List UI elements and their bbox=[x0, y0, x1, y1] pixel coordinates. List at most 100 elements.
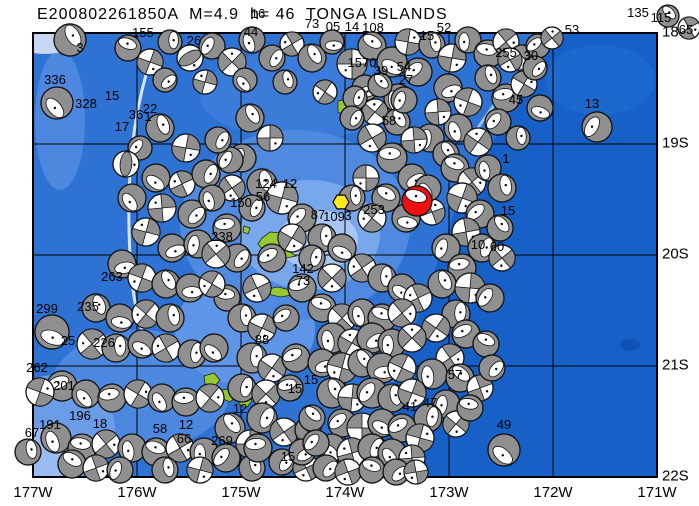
beachball bbox=[40, 86, 74, 120]
beachball-label: 41 bbox=[403, 399, 417, 414]
beachball-label: 49 bbox=[497, 417, 511, 432]
beachball-label: 15 bbox=[281, 449, 295, 464]
beachball-label: 60 bbox=[490, 239, 504, 254]
beachball-label: 26 bbox=[187, 33, 201, 48]
lon-tick-label: 172W bbox=[533, 484, 573, 501]
lon-tick-label: 175W bbox=[221, 484, 261, 501]
beachball bbox=[258, 44, 286, 72]
lon-tick-label: 174W bbox=[325, 484, 365, 501]
beachball bbox=[247, 313, 277, 343]
beachball-label: 150 bbox=[230, 195, 252, 210]
beachball-label: 25 bbox=[61, 333, 75, 348]
beachball-label: 12 bbox=[179, 417, 193, 432]
beachball bbox=[478, 354, 506, 382]
beachball bbox=[526, 94, 554, 122]
beachball-label: 57 bbox=[448, 367, 462, 382]
beachball bbox=[256, 124, 284, 152]
beachball bbox=[151, 456, 179, 484]
beachball-label: 255 bbox=[495, 45, 517, 60]
beachball bbox=[327, 233, 357, 263]
beachball-label: 235 bbox=[77, 299, 99, 314]
beachball bbox=[390, 86, 418, 114]
beachball bbox=[357, 31, 387, 61]
beachball bbox=[505, 125, 531, 151]
beachball bbox=[403, 459, 429, 485]
beachball bbox=[71, 379, 101, 409]
beachball bbox=[211, 443, 241, 473]
beachball-label: 45 bbox=[509, 92, 523, 107]
beachball-label: 44 bbox=[244, 24, 258, 39]
beachball-label: 05 bbox=[326, 19, 340, 34]
beachball-label: 299 bbox=[36, 301, 58, 316]
beachball bbox=[198, 270, 226, 298]
lat-tick-label: 19S bbox=[662, 134, 689, 152]
beachball-label: 328 bbox=[75, 96, 97, 111]
beachball bbox=[276, 374, 304, 402]
beachball bbox=[117, 433, 147, 463]
beachball bbox=[147, 383, 177, 413]
beachball bbox=[334, 458, 362, 486]
beachball bbox=[257, 243, 287, 273]
beachball bbox=[145, 113, 175, 143]
beachball-label: 253 bbox=[363, 202, 385, 217]
beachball bbox=[152, 67, 178, 93]
beachball bbox=[581, 111, 613, 143]
beachball-label: 66 bbox=[177, 431, 191, 446]
beachball-label: 58 bbox=[382, 113, 396, 128]
beachball bbox=[397, 378, 427, 408]
beachball bbox=[97, 383, 127, 413]
beachball bbox=[192, 69, 218, 95]
beachball-label: 73 bbox=[305, 16, 319, 31]
beachball-label: 15 bbox=[105, 88, 119, 103]
beachball bbox=[302, 429, 330, 457]
beachball bbox=[195, 383, 225, 413]
beachball bbox=[319, 29, 345, 55]
beachball bbox=[165, 433, 195, 463]
beachball bbox=[342, 85, 368, 111]
beachball bbox=[427, 269, 457, 299]
beachball bbox=[232, 67, 258, 93]
beachball-label: 18 bbox=[93, 416, 107, 431]
beachball-label: 155 bbox=[132, 25, 154, 40]
beachball-label: 3 bbox=[76, 40, 83, 55]
beachball bbox=[242, 273, 272, 303]
beachball bbox=[475, 283, 505, 313]
beachball bbox=[472, 330, 500, 358]
beachball-label: 22 bbox=[143, 101, 157, 116]
beachball-label: 142 bbox=[292, 261, 314, 276]
beachball bbox=[352, 164, 380, 192]
beachball bbox=[403, 57, 433, 87]
beachball bbox=[238, 26, 266, 54]
beachball bbox=[127, 329, 157, 359]
beachball bbox=[155, 303, 185, 333]
beachball bbox=[383, 108, 411, 136]
beachball bbox=[497, 47, 523, 73]
beachball bbox=[317, 263, 347, 293]
beachball-label: 196 bbox=[69, 408, 91, 423]
lon-tick-label: 176W bbox=[117, 484, 157, 501]
beachball bbox=[272, 304, 300, 332]
beachball bbox=[81, 293, 111, 323]
beachball bbox=[339, 105, 365, 131]
beachball bbox=[488, 244, 516, 272]
beachball-label: 36 bbox=[129, 107, 143, 122]
beachball-label: 336 bbox=[44, 72, 66, 87]
beachball bbox=[522, 55, 548, 81]
beachball bbox=[272, 69, 298, 95]
beachball bbox=[454, 272, 486, 304]
beachball-label: 238 bbox=[211, 229, 233, 244]
beachball-label: 108 bbox=[362, 20, 384, 35]
beachball bbox=[357, 203, 387, 233]
beachball bbox=[25, 377, 55, 407]
beachball bbox=[487, 173, 517, 203]
beachball bbox=[82, 454, 110, 482]
beachball bbox=[175, 273, 205, 303]
beachball bbox=[336, 48, 368, 80]
island bbox=[242, 225, 251, 235]
beachball-label: 17 bbox=[115, 119, 129, 134]
beachball bbox=[431, 233, 461, 263]
beachball bbox=[281, 343, 311, 373]
